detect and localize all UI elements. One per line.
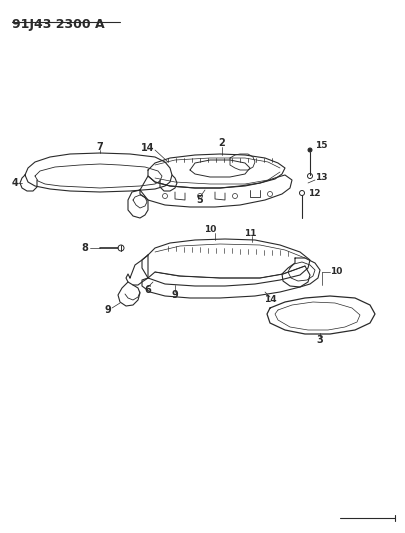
Text: 4: 4 bbox=[12, 178, 19, 188]
Text: 9: 9 bbox=[104, 305, 111, 315]
Circle shape bbox=[307, 148, 311, 152]
Text: 9: 9 bbox=[171, 290, 178, 300]
Text: 10: 10 bbox=[329, 268, 341, 277]
Text: 14: 14 bbox=[263, 295, 276, 304]
Text: 8: 8 bbox=[81, 243, 88, 253]
Text: 2: 2 bbox=[218, 138, 225, 148]
Text: 13: 13 bbox=[314, 174, 327, 182]
Text: 5: 5 bbox=[196, 195, 203, 205]
Text: 11: 11 bbox=[243, 229, 256, 238]
Text: 6: 6 bbox=[144, 285, 151, 295]
Text: 15: 15 bbox=[314, 141, 327, 149]
Text: 91J43 2300 A: 91J43 2300 A bbox=[12, 18, 104, 31]
Text: 12: 12 bbox=[307, 189, 320, 198]
Text: 10: 10 bbox=[203, 225, 215, 235]
Text: 7: 7 bbox=[96, 142, 103, 152]
Text: 3: 3 bbox=[316, 335, 322, 345]
Text: 14: 14 bbox=[141, 143, 154, 153]
